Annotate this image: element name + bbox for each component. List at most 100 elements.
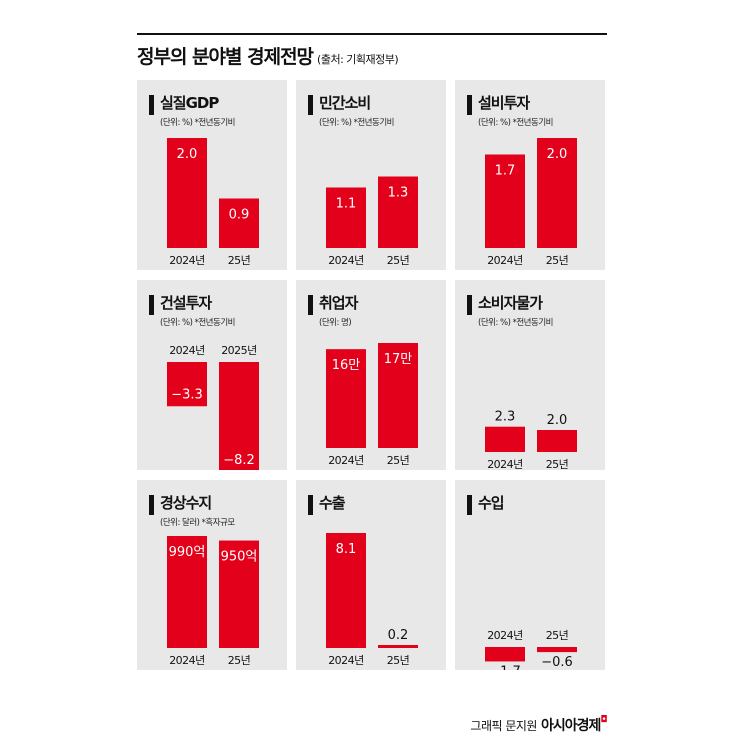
panel-title-accent xyxy=(308,95,313,115)
panel-4: 건설투자 (단위: %) *전년동기비 −3.3 2024년 −8.2 2025년 xyxy=(137,280,287,470)
category-label: 25년 xyxy=(387,454,410,467)
panel-title-accent xyxy=(149,295,154,315)
bar-chart-1: 2.0 2024년 0.9 25년 xyxy=(167,138,259,267)
panel-title-accent xyxy=(467,295,472,315)
panel-9: 수입 −1.7 2024년 −0.6 25년 xyxy=(455,480,605,670)
panel-title-accent xyxy=(149,495,154,515)
category-label: 2024년 xyxy=(328,254,364,267)
category-label: 2024년 xyxy=(169,254,205,267)
panel-unit-note: (단위: %) *전년동기비 xyxy=(478,118,553,128)
panel-title: 경상수지 xyxy=(160,494,212,512)
data-label: 990억 xyxy=(169,545,206,560)
panel-unit-note: (단위: %) *전년동기비 xyxy=(478,318,553,328)
data-label: 2.0 xyxy=(177,147,198,162)
data-label: −1.7 xyxy=(489,664,521,670)
panel-unit-note: (단위: 명) xyxy=(319,318,352,328)
data-label: −8.2 xyxy=(223,453,255,468)
bar xyxy=(485,426,525,452)
category-label: 25년 xyxy=(546,254,569,267)
data-label: 1.7 xyxy=(495,164,516,179)
panel-7: 경상수지 (단위: 달러) *흑자규모 990억 2024년 950억 25년 xyxy=(137,480,287,670)
header-rule xyxy=(137,33,607,35)
panel-unit-note: (단위: %) *전년동기비 xyxy=(160,118,235,128)
bar-chart-6: 2.3 2024년 2.0 25년 xyxy=(485,410,577,470)
category-label: 2024년 xyxy=(487,458,523,470)
panel-title-accent xyxy=(149,95,154,115)
bar-chart-9: −1.7 2024년 −0.6 25년 xyxy=(485,629,577,670)
panel-unit-note: (단위: %) *전년동기비 xyxy=(160,318,235,328)
bar xyxy=(167,536,207,648)
bar xyxy=(219,198,259,248)
panel-3: 설비투자 (단위: %) *전년동기비 1.7 2024년 2.0 25년 xyxy=(455,80,605,270)
panel-title: 설비투자 xyxy=(478,94,530,112)
bar xyxy=(537,138,577,248)
data-label: 1.1 xyxy=(336,197,357,212)
bar xyxy=(219,540,259,648)
panel-2: 민간소비 (단위: %) *전년동기비 1.1 2024년 1.3 25년 xyxy=(296,80,446,270)
data-label: 2.3 xyxy=(495,410,516,425)
footer-credit: 그래픽 문지원 아시아경제◘ xyxy=(470,715,607,735)
panel-title: 실질GDP xyxy=(160,94,219,112)
panel-5: 취업자 (단위: 명) 16만 2024년 17만 25년 xyxy=(296,280,446,470)
bar-chart-3: 1.7 2024년 2.0 25년 xyxy=(485,138,577,267)
panel-title: 소비자물가 xyxy=(478,294,543,312)
panel-title: 건설투자 xyxy=(160,294,212,312)
bar-chart-5: 16만 2024년 17만 25년 xyxy=(326,343,418,467)
bar xyxy=(167,362,207,407)
data-label: 8.1 xyxy=(336,542,357,557)
category-label: 25년 xyxy=(546,458,569,470)
bar xyxy=(219,362,259,470)
panel-8: 수출 8.1 2024년 0.2 25년 xyxy=(296,480,446,670)
bar-chart-8: 8.1 2024년 0.2 25년 xyxy=(326,533,418,667)
category-label: 2024년 xyxy=(328,454,364,467)
data-label: 16만 xyxy=(332,358,361,373)
bar xyxy=(326,187,366,248)
bar xyxy=(167,138,207,248)
data-label: 0.2 xyxy=(388,628,409,643)
bar xyxy=(537,647,577,653)
bar xyxy=(378,645,418,648)
page-title-text: 정부의 분야별 경제전망 xyxy=(137,46,314,68)
panel-title: 수입 xyxy=(478,494,505,512)
panel-title-accent xyxy=(308,495,313,515)
data-label: −0.6 xyxy=(541,655,573,670)
data-label: −3.3 xyxy=(171,387,203,402)
data-label: 17만 xyxy=(384,352,413,367)
data-label: 950억 xyxy=(221,550,258,565)
category-label: 2024년 xyxy=(169,654,205,667)
category-label: 25년 xyxy=(546,629,569,642)
bar xyxy=(326,349,366,448)
category-label: 2024년 xyxy=(169,344,205,357)
panel-title-accent xyxy=(308,295,313,315)
panel-title-accent xyxy=(467,95,472,115)
category-label: 25년 xyxy=(387,654,410,667)
category-label: 25년 xyxy=(228,254,251,267)
data-label: 1.3 xyxy=(388,186,409,201)
category-label: 2024년 xyxy=(487,629,523,642)
panel-title: 취업자 xyxy=(319,294,358,312)
panel-title-accent xyxy=(467,495,472,515)
category-label: 25년 xyxy=(387,254,410,267)
page-title: 정부의 분야별 경제전망 (출처: 기획재정부) xyxy=(137,42,399,69)
bar xyxy=(485,647,525,662)
bar xyxy=(378,343,418,448)
category-label: 2024년 xyxy=(487,254,523,267)
panel-title: 수출 xyxy=(319,494,346,512)
bar-chart-2: 1.1 2024년 1.3 25년 xyxy=(326,176,418,267)
bar-chart-4: −3.3 2024년 −8.2 2025년 xyxy=(167,344,259,470)
category-label: 2024년 xyxy=(328,654,364,667)
panel-6: 소비자물가 (단위: %) *전년동기비 2.3 2024년 2.0 25년 xyxy=(455,280,605,470)
bar xyxy=(378,176,418,248)
panel-unit-note: (단위: 달러) *흑자규모 xyxy=(160,518,235,528)
panel-title: 민간소비 xyxy=(319,94,371,112)
credit-text: 그래픽 문지원 xyxy=(470,719,537,733)
data-label: 2.0 xyxy=(547,413,568,428)
bar-chart-7: 990억 2024년 950억 25년 xyxy=(167,536,259,667)
bar xyxy=(326,533,366,648)
brand-mark-icon: ◘ xyxy=(600,715,607,725)
panel-1: 실질GDP (단위: %) *전년동기비 2.0 2024년 0.9 25년 xyxy=(137,80,287,270)
data-label: 0.9 xyxy=(229,208,250,223)
category-label: 25년 xyxy=(228,654,251,667)
panel-unit-note: (단위: %) *전년동기비 xyxy=(319,118,394,128)
brand-logo: 아시아경제 xyxy=(540,718,601,734)
